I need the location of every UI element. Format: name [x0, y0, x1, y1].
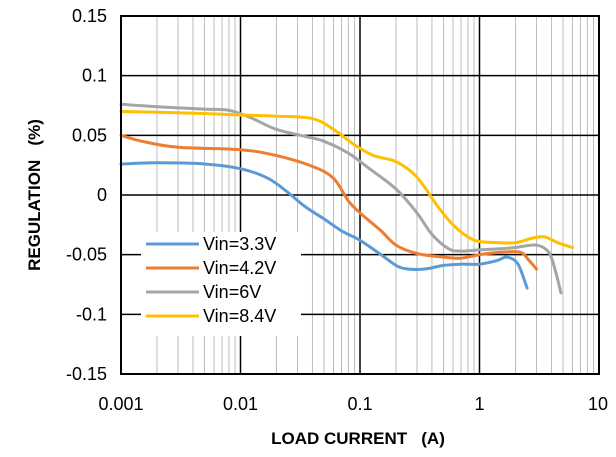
legend-label: Vin=3.3V: [203, 234, 276, 254]
legend-label: Vin=6V: [203, 282, 261, 302]
y-tick-label: -0.05: [66, 245, 107, 265]
legend-label: Vin=4.2V: [203, 258, 276, 278]
series-line-4: [119, 110, 574, 249]
series-line-2: [119, 133, 538, 271]
y-tick-label: 0.15: [72, 6, 107, 26]
x-tick-labels: 0.001 0.01 0.1 1 10: [98, 394, 608, 414]
y-tick-labels: 0.15 0.1 0.05 0 -0.05 -0.1 -0.15: [66, 6, 107, 384]
y-tick-label: -0.15: [66, 364, 107, 384]
plot-frame: [120, 15, 600, 375]
x-tick-label: 10: [588, 394, 608, 414]
legend-label: Vin=8.4V: [203, 306, 276, 326]
legend-box: [141, 232, 301, 336]
y-tick-label: -0.1: [76, 304, 107, 324]
series-line-3: [119, 102, 563, 295]
x-axis-title: LOAD CURRENT (A): [271, 429, 445, 448]
legend: Vin=3.3V Vin=4.2V Vin=6V Vin=8.4V: [141, 232, 301, 336]
series-line-1: [119, 161, 529, 290]
x-tick-label: 1: [474, 394, 484, 414]
y-tick-label: 0.05: [72, 125, 107, 145]
x-tick-label: 0.1: [347, 394, 372, 414]
y-tick-label: 0: [97, 185, 107, 205]
series-layer: [119, 102, 574, 295]
x-tick-label: 0.001: [98, 394, 143, 414]
y-axis-title: REGULATION (%): [25, 119, 44, 271]
y-tick-label: 0.1: [82, 66, 107, 86]
x-tick-label: 0.01: [223, 394, 258, 414]
